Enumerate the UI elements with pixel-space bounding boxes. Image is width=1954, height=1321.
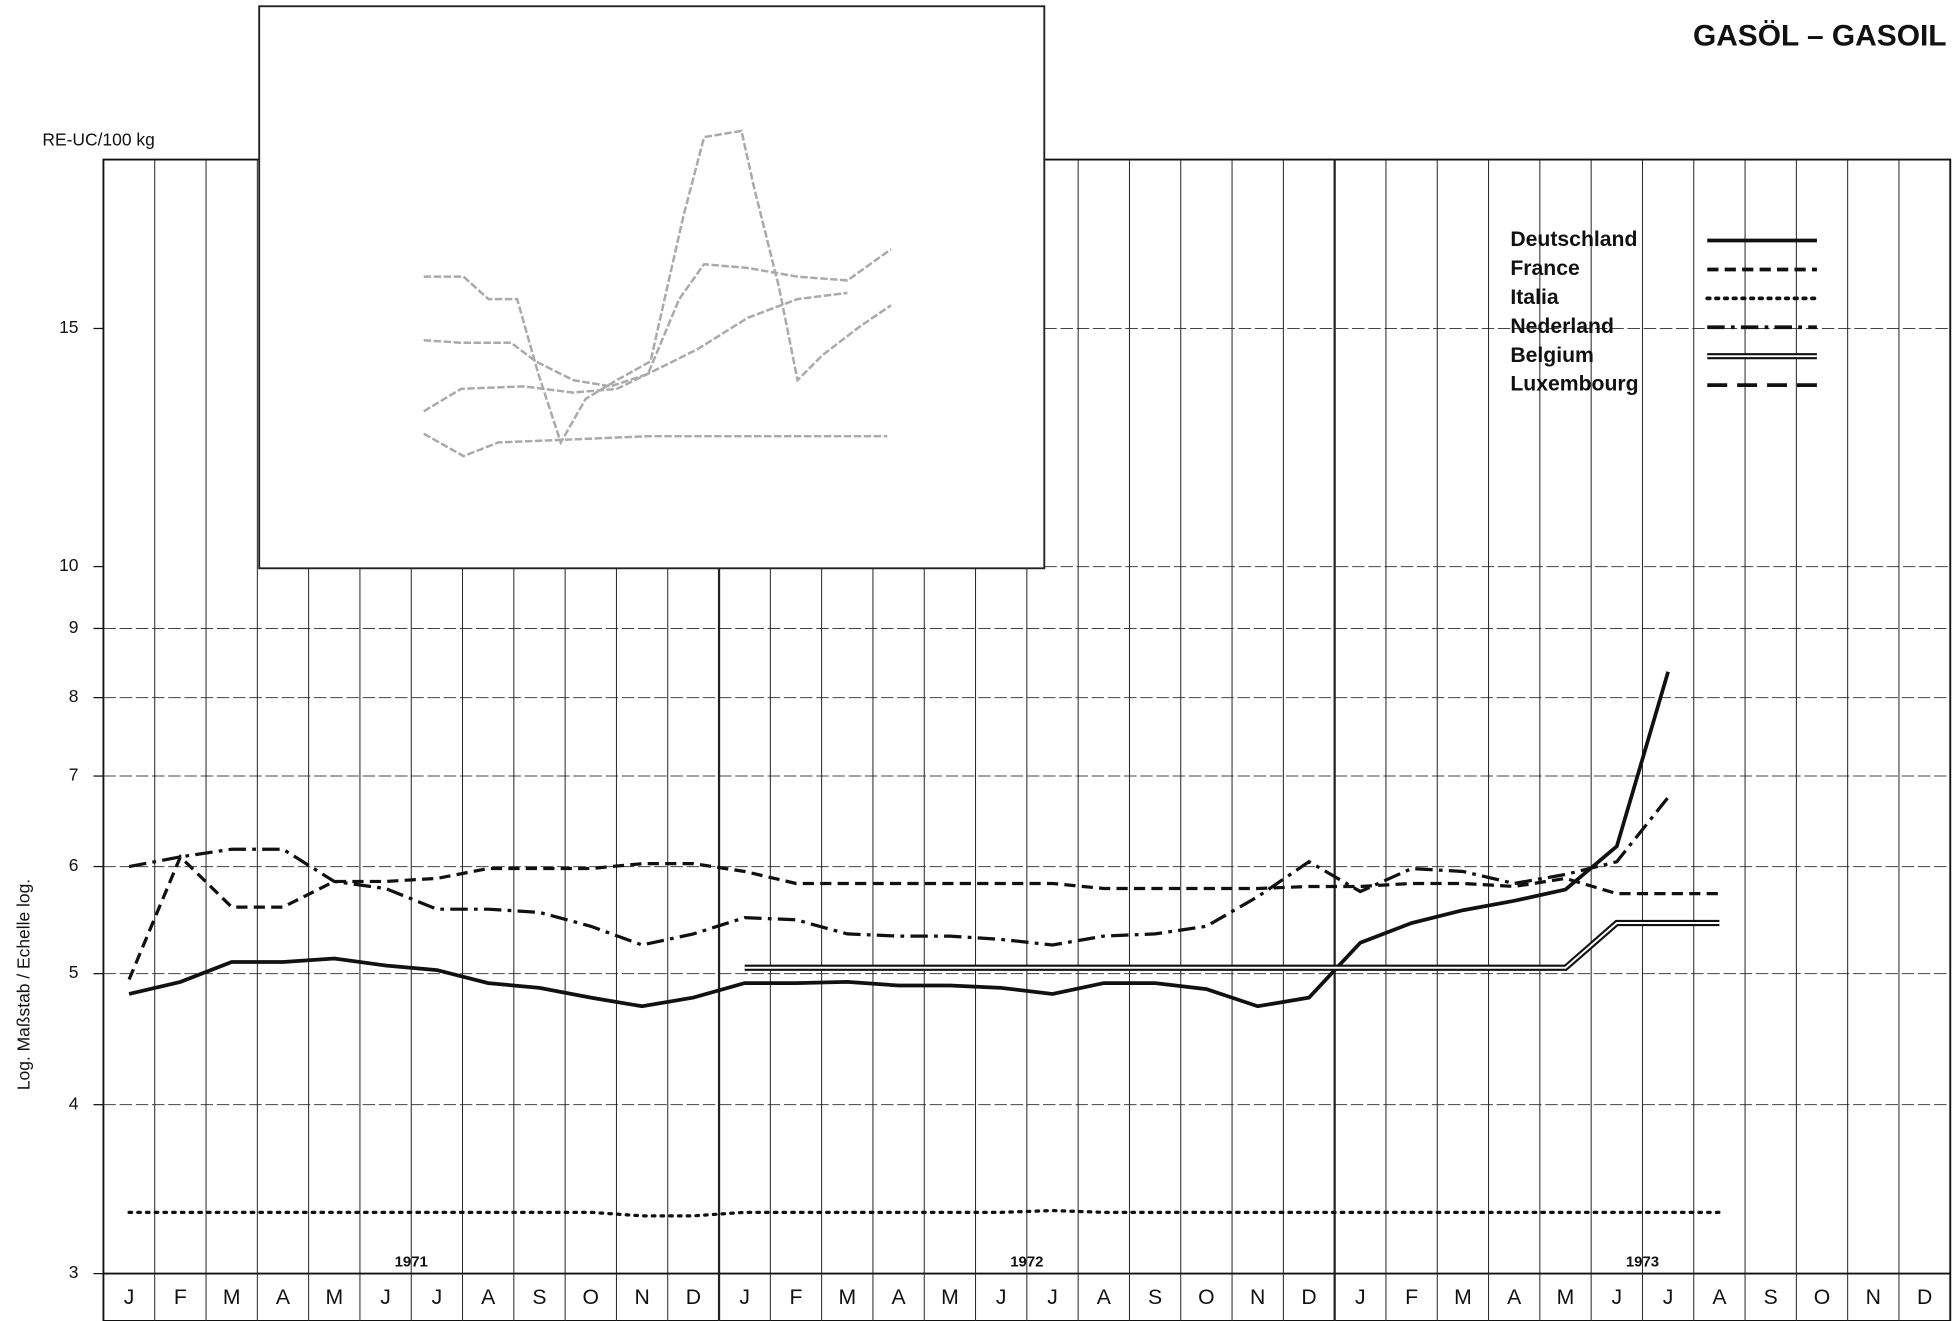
x-tick-label: A (481, 1286, 496, 1309)
x-tick-label: M (941, 1286, 959, 1309)
y-tick-label: 8 (69, 686, 79, 706)
x-tick-label: J (1663, 1286, 1674, 1309)
x-tick-label: F (1405, 1286, 1418, 1309)
x-tick-label: F (174, 1286, 187, 1309)
year-label: 1972 (1010, 1253, 1043, 1270)
x-tick-label: S (1148, 1286, 1162, 1309)
x-tick-label: A (892, 1286, 907, 1309)
y-tick-label: 4 (69, 1093, 79, 1113)
legend-label: Luxembourg (1510, 373, 1638, 396)
x-tick-label: J (432, 1286, 443, 1309)
series-line (127, 1208, 1722, 1218)
legend-label: Italia (1510, 286, 1558, 309)
x-tick-label: J (124, 1286, 135, 1309)
x-tick-label: D (1301, 1286, 1316, 1309)
y-tick-label: 7 (69, 765, 79, 785)
x-tick-label: D (686, 1286, 701, 1309)
x-tick-label: A (1507, 1286, 1522, 1309)
y-tick-label: 15 (59, 317, 78, 337)
x-tick-label: S (1764, 1286, 1778, 1309)
legend-label: Deutschland (1510, 228, 1637, 251)
series-line (127, 854, 1720, 981)
x-tick-label: O (1198, 1286, 1214, 1309)
chart-title: GASÖL – GASOIL (1693, 19, 1947, 52)
x-tick-label: M (1557, 1286, 1575, 1309)
inset-image (258, 5, 1046, 570)
x-tick-label: F (790, 1286, 803, 1309)
y-axis-label: Log. Maßstab / Echelle log. (14, 879, 34, 1090)
x-tick-label: M (838, 1286, 856, 1309)
x-tick-label: D (1917, 1286, 1932, 1309)
x-tick-label: A (1712, 1286, 1727, 1309)
year-label: 1973 (1626, 1253, 1659, 1270)
inset-line (423, 291, 848, 413)
y-tick-label: 10 (59, 555, 79, 575)
legend-label: Nederland (1510, 315, 1614, 338)
x-tick-label: A (1097, 1286, 1112, 1309)
x-tick-label: J (1047, 1286, 1058, 1309)
x-tick-label: J (739, 1286, 750, 1309)
x-tick-label: M (1454, 1286, 1472, 1309)
year-label: 1971 (395, 1253, 428, 1270)
x-tick-label: O (583, 1286, 599, 1309)
x-tick-label: S (532, 1286, 546, 1309)
x-tick-label: M (223, 1286, 241, 1309)
legend-label: France (1510, 257, 1580, 280)
inset-line (423, 129, 892, 446)
x-tick-label: J (996, 1286, 1007, 1309)
y-tick-label: 9 (69, 617, 79, 637)
x-tick-label: J (1355, 1286, 1366, 1309)
x-tick-label: M (325, 1286, 343, 1309)
y-tick-label: 3 (69, 1262, 79, 1282)
x-tick-label: A (276, 1286, 291, 1309)
x-tick-label: J (380, 1286, 391, 1309)
x-tick-label: N (1866, 1286, 1881, 1309)
x-tick-label: J (1612, 1286, 1623, 1309)
series-line (128, 671, 1670, 1009)
y-tick-label: 6 (69, 855, 79, 875)
legend-label: Belgium (1510, 344, 1594, 367)
inset-line (423, 432, 888, 458)
y-tick-label: 5 (69, 962, 79, 982)
inset-line (423, 248, 892, 388)
x-tick-label: O (1814, 1286, 1830, 1309)
unit-label: RE-UC/100 kg (42, 129, 154, 149)
series-line-inner (744, 922, 1720, 969)
x-tick-label: N (1250, 1286, 1265, 1309)
x-tick-label: N (634, 1286, 649, 1309)
